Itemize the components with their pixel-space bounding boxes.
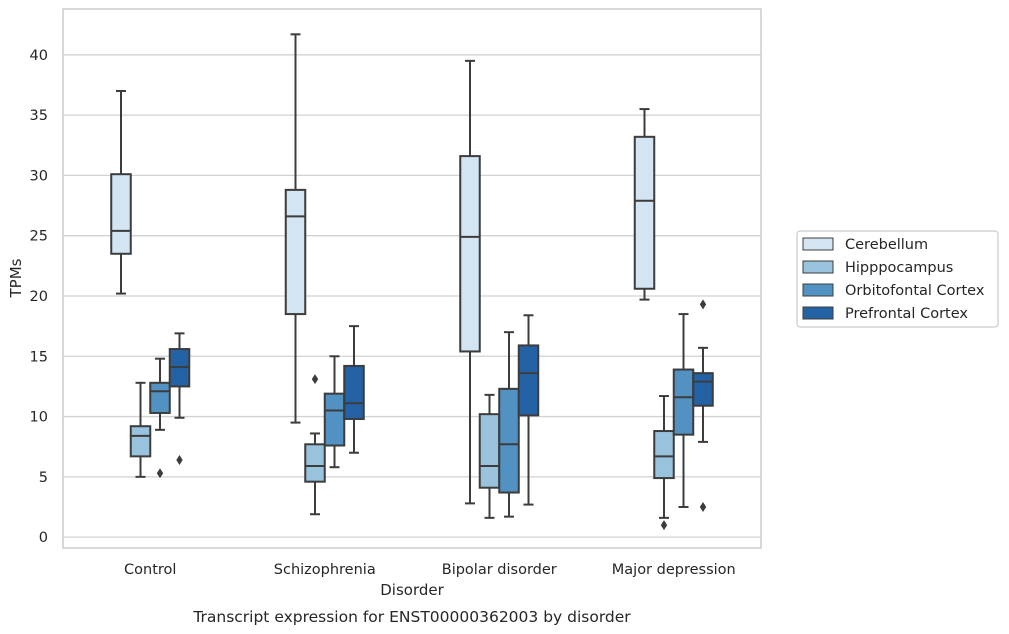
legend-swatch [802,306,834,320]
box-body [672,368,695,436]
y-tick-labels: 0 5 10 15 20 25 30 35 40 [30,48,48,546]
x-tick-label: Bipolar disorder [442,562,557,578]
figure-caption: Transcript expression for ENST0000036200… [192,608,631,626]
box-body [323,392,346,447]
box-hipppocampus [653,395,675,531]
box-cerebellum [110,89,132,295]
y-tick-label: 20 [30,289,48,305]
outlier-marker [699,299,707,310]
box-cerebellum [284,33,307,424]
outlier-marker [311,374,319,385]
box-series [110,33,714,531]
legend-label: Cerebellum [845,237,928,253]
box-prefrontal-cortex [692,299,714,513]
box-body [459,155,481,353]
box-hipppocampus [304,374,326,516]
box-cerebellum [633,108,656,301]
y-tick-label: 30 [30,168,48,184]
box-orbitofontal-cortex [672,313,695,509]
legend-swatch [802,260,834,274]
box-body [304,443,326,483]
box-body [149,381,171,414]
legend-swatch [802,283,834,297]
box-body [653,430,675,480]
x-tick-label: Schizophrenia [274,562,376,578]
box-body [517,344,540,417]
legend-label: Hipppocampus [845,260,953,276]
legend-label: Orbitofontal Cortex [845,283,985,299]
box-body [478,413,501,489]
box-body [343,364,365,420]
outlier-marker [176,454,183,465]
box-prefrontal-cortex [168,332,191,465]
box-body [129,425,152,458]
x-tick-label: Control [124,562,176,578]
legend-label: Prefrontal Cortex [845,306,968,322]
box-body [633,135,656,290]
x-tick-labels: Control Schizophrenia Bipolar disorder Majo… [124,562,736,578]
legend-swatch [802,237,834,251]
y-axis-label: TPMs [7,258,25,298]
outlier-marker [660,520,668,531]
box-body [110,173,132,255]
outlier-marker [699,502,707,513]
plot-area-frame [62,8,762,549]
outlier-marker [156,468,164,479]
box-hipppocampus [129,381,152,478]
box-cerebellum [459,59,481,505]
y-tick-label: 40 [30,48,48,64]
box-prefrontal-cortex [517,314,540,506]
y-tick-label: 15 [30,349,48,365]
legend: Cerebellum Hipppocampus Orbitofontal Corte… [796,230,999,328]
box-orbitofontal-cortex [498,331,520,518]
y-tick-label: 10 [30,410,48,426]
box-body [498,387,520,494]
y-tick-label: 25 [30,229,48,245]
y-tick-label: 5 [39,470,48,486]
box-orbitofontal-cortex [149,357,171,479]
legend-frame [796,230,999,328]
x-tick-label: Major depression [612,562,736,578]
x-axis-label: Disorder [380,581,444,599]
y-tick-label: 35 [30,108,48,124]
box-body [692,372,714,407]
y-tick-label: 0 [39,530,48,546]
box-body [284,188,307,316]
box-prefrontal-cortex [343,325,365,454]
box-hipppocampus [478,393,501,519]
